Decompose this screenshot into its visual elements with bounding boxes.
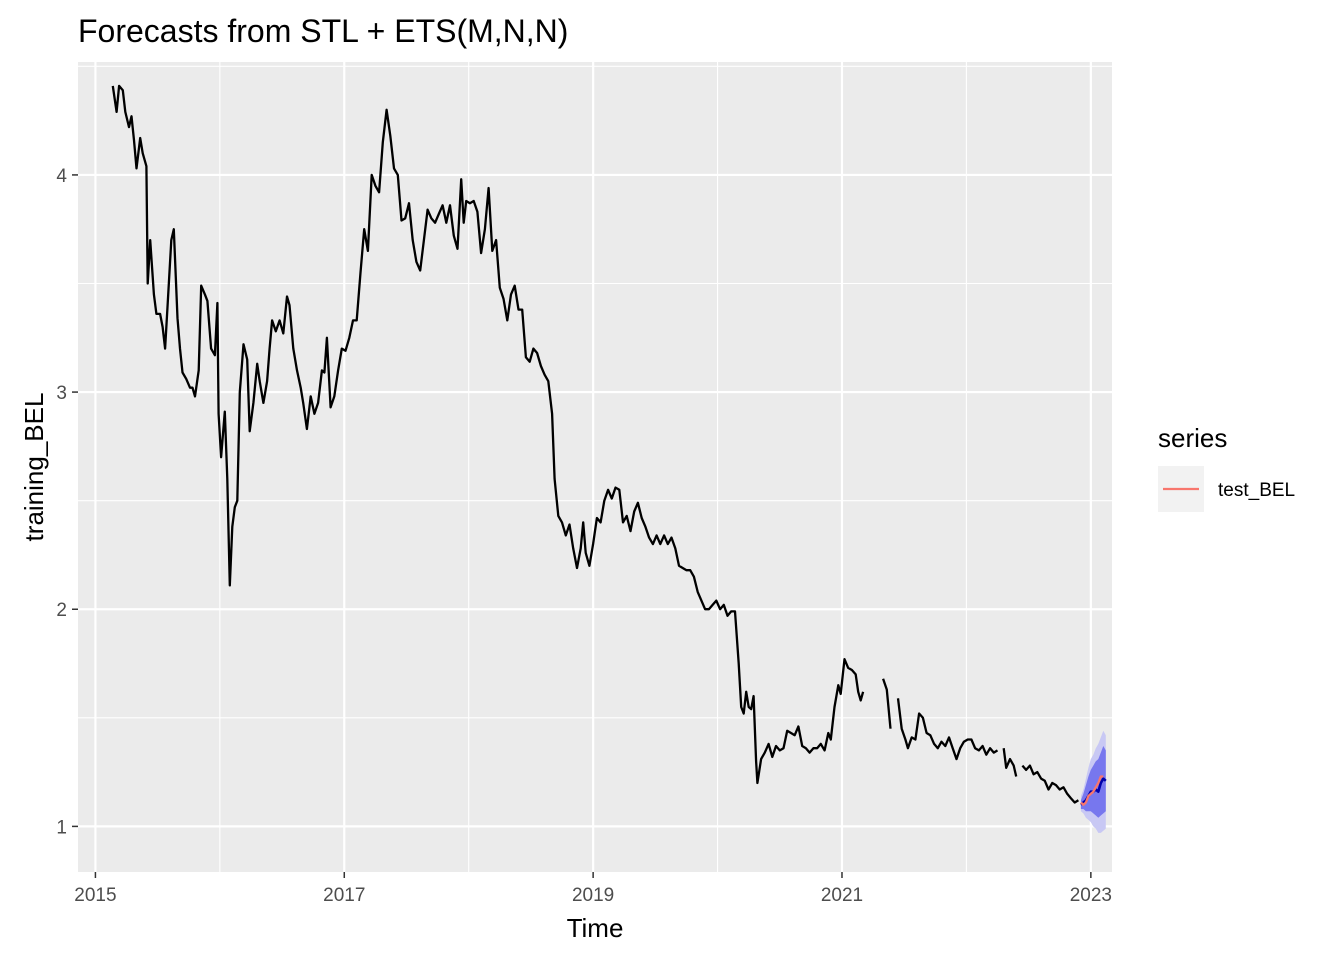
series-line-history	[882, 678, 892, 729]
gridlines	[78, 62, 1112, 872]
series-line-history	[1002, 748, 1018, 777]
x-axis-title: Time	[567, 913, 624, 943]
y-axis-title: training_BEL	[19, 393, 49, 542]
x-tick-label: 2021	[821, 885, 863, 906]
legend-title: series	[1158, 423, 1227, 453]
y-tick-label: 2	[56, 600, 67, 621]
x-tick-label: 2015	[74, 885, 116, 906]
axis-ticks: 2015 2017 2019 2021 2023 1 2 3 4	[56, 166, 1112, 906]
y-tick-label: 4	[56, 166, 67, 187]
series-lines	[111, 84, 1107, 806]
chart-title: Forecasts from STL + ETS(M,N,N)	[78, 13, 568, 49]
x-tick-label: 2017	[323, 885, 365, 906]
series-line-history	[1021, 764, 1079, 804]
series-line-test	[1080, 775, 1104, 806]
series-line-history	[111, 84, 865, 785]
legend: series test_BEL	[1158, 423, 1295, 512]
x-tick-label: 2023	[1070, 885, 1112, 906]
series-line-history	[896, 698, 999, 761]
plot-panel	[78, 62, 1112, 872]
y-tick-label: 3	[56, 383, 67, 404]
x-tick-label: 2019	[572, 885, 614, 906]
legend-label-test-bel: test_BEL	[1218, 480, 1295, 501]
y-tick-label: 1	[56, 817, 67, 838]
